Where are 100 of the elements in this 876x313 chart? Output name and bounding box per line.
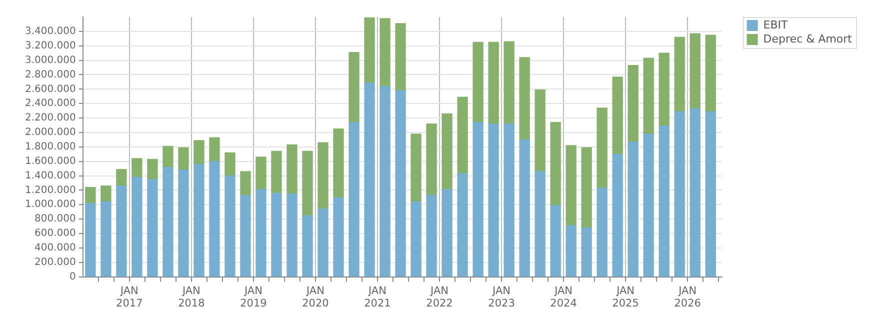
bar xyxy=(643,58,654,134)
bar xyxy=(209,137,220,162)
bar xyxy=(178,170,189,277)
bar xyxy=(162,166,174,277)
y-tick-label: 1.600.000 xyxy=(24,156,76,167)
bar xyxy=(271,192,282,277)
bar xyxy=(224,175,236,277)
bar xyxy=(628,142,638,277)
bar xyxy=(550,122,561,206)
y-tick-label: 2.200.000 xyxy=(24,112,76,124)
bar xyxy=(116,168,127,186)
bar xyxy=(472,122,484,277)
x-tick-label: JAN 2026 xyxy=(674,284,702,310)
bar xyxy=(566,145,576,226)
bar xyxy=(364,17,375,83)
bar xyxy=(442,189,452,277)
bar xyxy=(705,34,716,112)
bar xyxy=(318,208,328,277)
bar xyxy=(224,152,236,176)
x-tick-label: JAN 2024 xyxy=(550,284,578,310)
bar xyxy=(85,202,96,277)
bar xyxy=(519,139,530,277)
y-tick-label: 600.000 xyxy=(34,228,76,240)
bar xyxy=(581,227,592,277)
y-tick-label: 2.800.000 xyxy=(24,69,76,80)
x-tick-label: JAN 2021 xyxy=(364,284,391,310)
bar xyxy=(240,171,251,196)
bar xyxy=(302,150,313,216)
bar xyxy=(472,42,484,123)
bar xyxy=(410,201,422,277)
x-tick-label: JAN 2020 xyxy=(302,284,329,310)
x-tick-label: JAN 2017 xyxy=(116,284,143,310)
y-tick-label: 3.200.000 xyxy=(24,40,76,52)
bar xyxy=(178,147,189,170)
bar xyxy=(348,122,360,277)
y-tick-label: 3.000.000 xyxy=(24,54,76,66)
bar xyxy=(240,194,251,277)
y-tick-label: 2.600.000 xyxy=(24,84,76,95)
y-tick-label: 2.400.000 xyxy=(24,98,76,110)
bar xyxy=(256,189,266,277)
bar xyxy=(457,173,468,277)
bar xyxy=(256,156,266,190)
bar xyxy=(147,158,158,180)
bar xyxy=(286,144,298,194)
bar xyxy=(395,23,406,91)
bar xyxy=(674,36,685,112)
bar xyxy=(286,193,298,277)
bar xyxy=(488,42,499,124)
bar xyxy=(364,82,375,277)
bar xyxy=(504,41,514,124)
x-tick-label: JAN 2023 xyxy=(488,284,515,310)
bar xyxy=(504,123,514,277)
bar xyxy=(162,146,174,168)
bar xyxy=(318,142,328,210)
y-tick-label: 3.400.000 xyxy=(24,26,76,38)
x-tick-label: JAN 2019 xyxy=(240,284,267,310)
bar xyxy=(488,123,499,277)
bar xyxy=(194,140,204,165)
y-tick-label: 1.000.000 xyxy=(24,199,76,210)
bar xyxy=(612,154,623,277)
bar xyxy=(132,176,142,277)
bar xyxy=(426,194,437,277)
bar xyxy=(85,186,96,204)
bar xyxy=(534,171,546,277)
bar xyxy=(271,150,282,194)
bar xyxy=(596,108,608,188)
y-tick-label: 200.000 xyxy=(34,256,76,268)
y-tick-label: 1.800.000 xyxy=(24,141,76,152)
bar xyxy=(442,113,452,190)
bar xyxy=(674,111,685,277)
bar xyxy=(690,33,700,109)
bar xyxy=(612,76,623,154)
bar xyxy=(519,57,530,140)
y-tick-label: 1.400.000 xyxy=(24,170,76,182)
bar xyxy=(550,205,561,277)
x-tick-label: JAN 2022 xyxy=(426,284,453,310)
bar xyxy=(705,111,716,277)
bar xyxy=(147,179,158,277)
legend-label: EBIT xyxy=(763,18,788,32)
bar xyxy=(380,18,390,87)
bar xyxy=(410,134,422,202)
bar xyxy=(658,52,670,126)
bar xyxy=(348,52,360,123)
bar xyxy=(132,158,142,178)
bar xyxy=(658,126,670,277)
y-tick-label: 1.200.000 xyxy=(24,184,76,196)
bar xyxy=(100,201,112,277)
y-tick-label: 0 xyxy=(70,271,76,282)
x-tick-label: JAN 2018 xyxy=(178,284,205,310)
y-tick-label: 2.000.000 xyxy=(24,127,76,138)
bar xyxy=(457,96,468,174)
legend-label: Deprec & Amort xyxy=(763,32,853,46)
bar xyxy=(643,134,654,277)
bar xyxy=(380,86,390,277)
bar xyxy=(302,215,313,277)
bar xyxy=(581,147,592,228)
bar xyxy=(333,128,344,198)
bar xyxy=(596,188,608,277)
bar xyxy=(116,186,127,277)
bar xyxy=(194,164,204,277)
